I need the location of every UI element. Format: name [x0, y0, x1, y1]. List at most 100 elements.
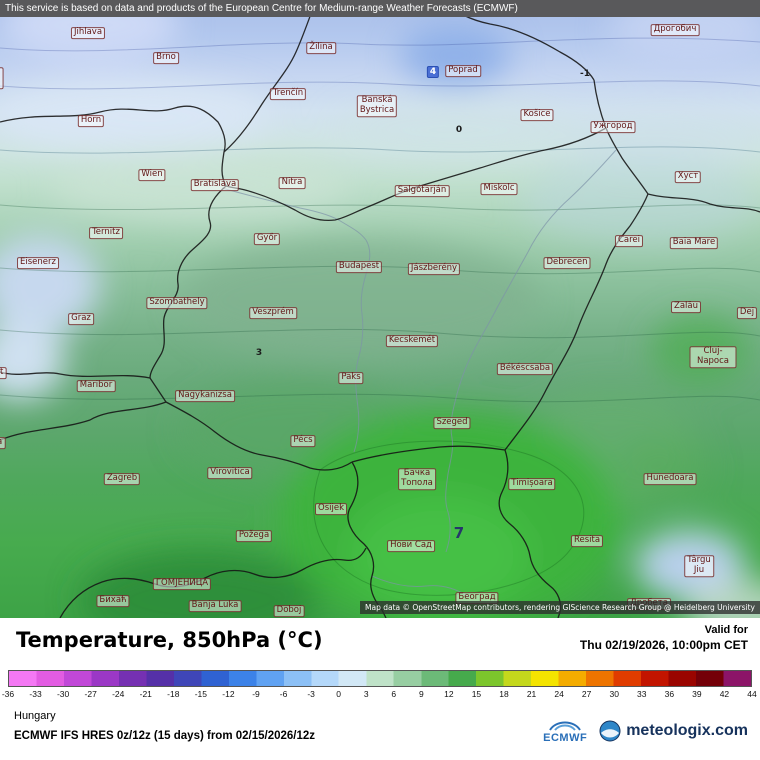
scale-tick-label: 33 — [637, 689, 647, 699]
city-label: Târgu Jiu — [684, 555, 714, 577]
city-label: Maribor — [76, 380, 116, 392]
scale-tick-label: -30 — [56, 689, 70, 699]
scale-tick-label: 44 — [747, 689, 757, 699]
city-label: Doboj — [273, 605, 305, 617]
page-title: Temperature, 850hPa (°C) — [16, 628, 323, 652]
city-label: Jihlava — [70, 27, 106, 39]
scale-tick-label: 18 — [499, 689, 509, 699]
city-label: Нови Сад — [387, 540, 435, 552]
city-label: Debrecen — [543, 257, 591, 269]
city-label: Trenčín — [269, 88, 307, 100]
color-scale-bar — [8, 670, 752, 687]
city-label: Zagreb — [103, 473, 141, 485]
city-label: Nagykanizsa — [175, 390, 235, 402]
scale-tick-label: 21 — [526, 689, 537, 699]
city-label: Timișoara — [508, 478, 556, 490]
city-label: Kecskemét — [385, 335, 439, 347]
city-label: Wien — [138, 169, 166, 181]
city-label: Szombathely — [146, 297, 208, 309]
city-label: Békéscsaba — [496, 363, 554, 375]
city-label: Baia Mare — [669, 237, 719, 249]
valid-for-label: Valid for — [704, 624, 748, 636]
city-label: Brno — [153, 52, 179, 64]
scale-tick-label: 42 — [719, 689, 730, 699]
city-label: Ternitz — [89, 227, 123, 239]
scale-tick-label: 30 — [609, 689, 619, 699]
scale-tick-label: -27 — [84, 689, 97, 699]
scale-tick-label: 24 — [554, 689, 564, 699]
city-label: Pécs — [290, 435, 316, 447]
city-label: Бачка Топола — [398, 468, 436, 490]
scale-tick-label: 0 — [336, 689, 342, 699]
city-label: Budapest — [335, 261, 383, 273]
city-label: Győr — [253, 233, 281, 245]
meteologix-logo[interactable]: meteologix.com — [599, 720, 748, 742]
color-scale: -36 -33 -30 -27 -24 -21 -18 -15 -12 -9 -6 -3 0 3 6 9 12 1… — [2, 670, 757, 701]
city-label: Hunedoara — [643, 473, 697, 485]
scale-tick-label: -18 — [167, 689, 180, 699]
map-canvas[interactable]: Jihlava Brno Žilina Poprad Дрогобич Trenčín Ba… — [0, 0, 760, 618]
meteologix-logo-text: meteologix.com — [626, 722, 748, 739]
scale-tick-label: 3 — [363, 689, 369, 699]
info-panel: Temperature, 850hPa (°C) Valid for Thu 0… — [0, 618, 760, 760]
city-label: Virovitica — [207, 467, 253, 479]
scale-tick-label: 36 — [664, 689, 675, 699]
city-label: Resita — [570, 535, 604, 547]
city-label: Cluj-Napoca — [689, 346, 737, 368]
scale-tick-label: -15 — [194, 689, 208, 699]
scale-tick-label: -33 — [29, 689, 42, 699]
ecmwf-service-banner: This service is based on data and produc… — [0, 0, 760, 17]
contour-value-label: 0 — [455, 125, 463, 135]
city-label: Požega — [235, 530, 273, 542]
city-label: Ужгород — [590, 121, 636, 133]
city-label: Miskolc — [480, 183, 518, 195]
city-label: Osijek — [315, 503, 347, 515]
scale-tick-label: -21 — [139, 689, 152, 699]
scale-tick-label: 9 — [418, 689, 424, 699]
city-label: Košice — [520, 109, 554, 121]
city-label: Carei — [614, 235, 644, 247]
color-scale-ticks: -36 -33 -30 -27 -24 -21 -18 -15 -12 -9 -6 -3 0 3 6 9 12 1… — [2, 689, 757, 701]
ecmwf-logo[interactable]: ECMWF — [543, 718, 587, 744]
city-label: Jászberény — [407, 263, 461, 275]
scale-tick-label: 39 — [692, 689, 702, 699]
city-label: ské jovice — [0, 67, 4, 89]
meteologix-globe-icon — [599, 720, 621, 742]
city-label: Veszprém — [249, 307, 297, 319]
region-label: Hungary — [14, 710, 56, 722]
map-attribution[interactable]: Map data © OpenStreetMap contributors, r… — [360, 601, 760, 614]
city-label: Žilina — [306, 42, 336, 54]
scale-tick-label: -3 — [307, 689, 315, 699]
city-label: Graz — [68, 313, 94, 325]
city-label: rfurt — [0, 367, 7, 379]
ecmwf-swirl-icon — [549, 721, 582, 731]
city-label: Дрогобич — [650, 24, 700, 36]
city-label: Хуст — [674, 171, 702, 183]
city-label: Eisenerz — [17, 257, 59, 269]
city-label-layer: Jihlava Brno Žilina Poprad Дрогобич Trenčín Ba… — [0, 24, 758, 617]
city-label: Banja Luka — [188, 600, 242, 612]
city-label: Banská Bystrica — [356, 95, 398, 117]
city-label: Horn — [77, 115, 105, 127]
city-label: ГОМЈЕНИЦА — [152, 578, 212, 590]
city-label: Paks — [338, 372, 364, 384]
contour-value-label: -1 — [580, 69, 590, 79]
city-label: Bratislava — [190, 179, 240, 191]
scale-tick-label: -12 — [222, 689, 235, 699]
valid-time-block: Valid for Thu 02/19/2026, 10:00pm CET — [580, 624, 748, 652]
city-label: Zalău — [671, 301, 701, 313]
scale-tick-label: -36 — [1, 689, 15, 699]
scale-tick-label: 6 — [391, 689, 397, 699]
river-tisza — [445, 149, 617, 553]
valid-time: Thu 02/19/2026, 10:00pm CET — [579, 638, 748, 652]
model-run-label: ECMWF IFS HRES 0z/12z (15 days) from 02/… — [14, 730, 316, 742]
scale-tick-label: -24 — [112, 689, 125, 699]
rivers — [221, 149, 617, 598]
contour-value-label: 3 — [255, 348, 263, 358]
city-label: Poprad — [445, 65, 481, 77]
scale-tick-label: 12 — [444, 689, 454, 699]
scale-tick-label: -9 — [252, 689, 260, 699]
ecmwf-logo-text: ECMWF — [543, 732, 588, 744]
